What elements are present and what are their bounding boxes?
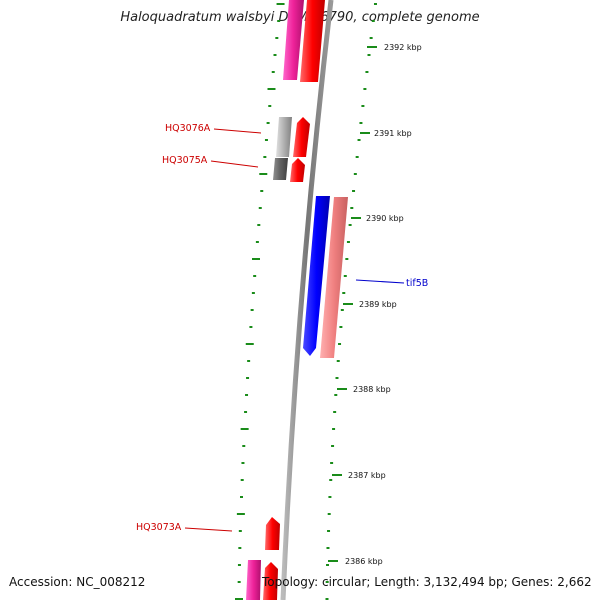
gene-label-hq3075a[interactable]: HQ3075A: [162, 155, 208, 166]
pink-feature-bottom[interactable]: [246, 560, 261, 600]
tick-label-2387: 2387 kbp: [348, 471, 386, 480]
leader-hq3075a: [210, 160, 259, 168]
light-red-feature-tif5b[interactable]: [320, 197, 348, 358]
tick-label-2392: 2392 kbp: [384, 43, 422, 52]
red-feature-bottom[interactable]: [263, 562, 278, 600]
blue-feature-tif5b[interactable]: [303, 196, 330, 356]
red-feature-top[interactable]: [300, 0, 325, 82]
inner-scale-dots: [235, 3, 285, 600]
gene-label-hq3073a[interactable]: HQ3073A: [136, 522, 182, 533]
dark-gray-feature-hq3075a[interactable]: [273, 158, 288, 180]
topology-text: Topology: circular; Length: 3,132,494 bp…: [262, 575, 592, 589]
leader-hq3076a: [213, 128, 262, 134]
tick-label-2389: 2389 kbp: [359, 300, 397, 309]
outer-scale-dots: [325, 3, 377, 600]
tick-marks: [328, 46, 377, 562]
pink-feature-top[interactable]: [283, 0, 304, 80]
red-feature-hq3073a[interactable]: [265, 517, 280, 550]
accession-text: Accession: NC_008212: [9, 575, 146, 589]
genome-backbone: [280, 0, 334, 600]
gene-label-tif5b[interactable]: tif5B: [406, 278, 428, 289]
gray-feature-hq3076a[interactable]: [276, 117, 292, 157]
tick-label-2388: 2388 kbp: [353, 385, 391, 394]
tick-label-2386: 2386 kbp: [345, 557, 383, 566]
leader-tif5b: [355, 279, 405, 284]
leader-hq3073a: [184, 527, 233, 532]
tick-label-2390: 2390 kbp: [366, 214, 404, 223]
red-feature-hq3075a[interactable]: [290, 158, 305, 182]
red-feature-hq3076a[interactable]: [293, 117, 310, 157]
gene-label-hq3076a[interactable]: HQ3076A: [165, 123, 211, 134]
tick-label-2391: 2391 kbp: [374, 129, 412, 138]
